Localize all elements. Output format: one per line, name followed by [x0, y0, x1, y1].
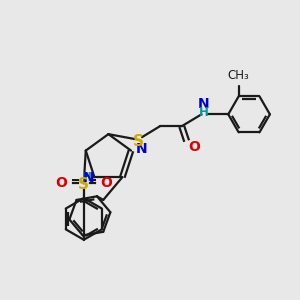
Text: O: O — [189, 140, 200, 154]
Text: N: N — [198, 98, 209, 111]
Text: O: O — [100, 176, 112, 190]
Text: N: N — [136, 142, 148, 156]
Text: N: N — [82, 171, 94, 185]
Text: S: S — [133, 134, 144, 148]
Text: H: H — [199, 106, 208, 119]
Text: H: H — [82, 171, 92, 184]
Text: S: S — [78, 177, 89, 192]
Text: CH₃: CH₃ — [228, 69, 250, 82]
Text: O: O — [55, 176, 67, 190]
